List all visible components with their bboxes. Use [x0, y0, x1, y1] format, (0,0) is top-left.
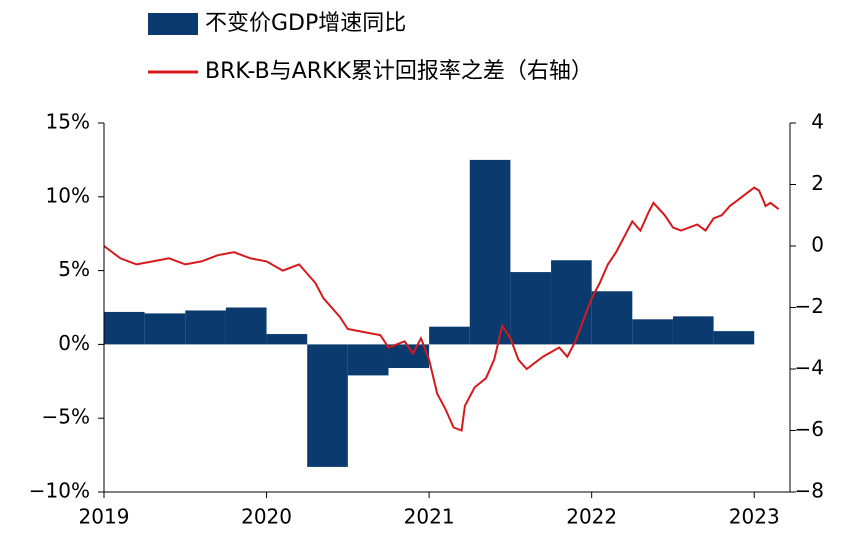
- bar: [672, 316, 714, 345]
- y2-tick-label: −8: [795, 479, 824, 503]
- legend-swatch: [148, 13, 198, 35]
- bar: [632, 319, 673, 345]
- bar: [104, 311, 145, 345]
- y2-tick-label: −6: [795, 417, 824, 441]
- y-tick-label: 15%: [46, 110, 90, 134]
- y2-tick-label: −2: [795, 294, 824, 318]
- legend-label: BRK-B与ARKK累计回报率之差（右轴）: [205, 59, 593, 84]
- x-tick-label: 2023: [729, 505, 780, 529]
- y2-tick-label: −4: [795, 356, 824, 380]
- legend-label: 不变价GDP增速同比: [205, 11, 406, 36]
- y-tick-label: −5%: [42, 405, 91, 429]
- bar: [347, 344, 389, 376]
- y2-tick-label: 0: [811, 233, 824, 257]
- bar: [225, 307, 267, 345]
- bar: [510, 272, 552, 345]
- line: [103, 186, 780, 432]
- y-tick-label: −10%: [29, 479, 90, 503]
- bar: [144, 313, 186, 345]
- bar: [551, 260, 592, 345]
- y-tick-label: 5%: [58, 257, 90, 281]
- bar: [307, 344, 348, 467]
- x-tick-label: 2022: [566, 505, 617, 529]
- bar: [591, 291, 633, 345]
- y2-tick-label: 4: [811, 110, 824, 134]
- y2-tick-label: 2: [811, 171, 824, 195]
- y-tick-label: 0%: [58, 331, 90, 355]
- y-tick-label: 10%: [46, 183, 90, 207]
- x-tick-label: 2020: [241, 505, 292, 529]
- bar: [429, 326, 470, 345]
- bar: [469, 159, 511, 345]
- bar: [185, 310, 226, 345]
- bar: [388, 344, 430, 369]
- bar: [266, 334, 308, 345]
- x-tick-label: 2019: [79, 505, 130, 529]
- bar: [713, 331, 755, 345]
- x-tick-label: 2021: [404, 505, 455, 529]
